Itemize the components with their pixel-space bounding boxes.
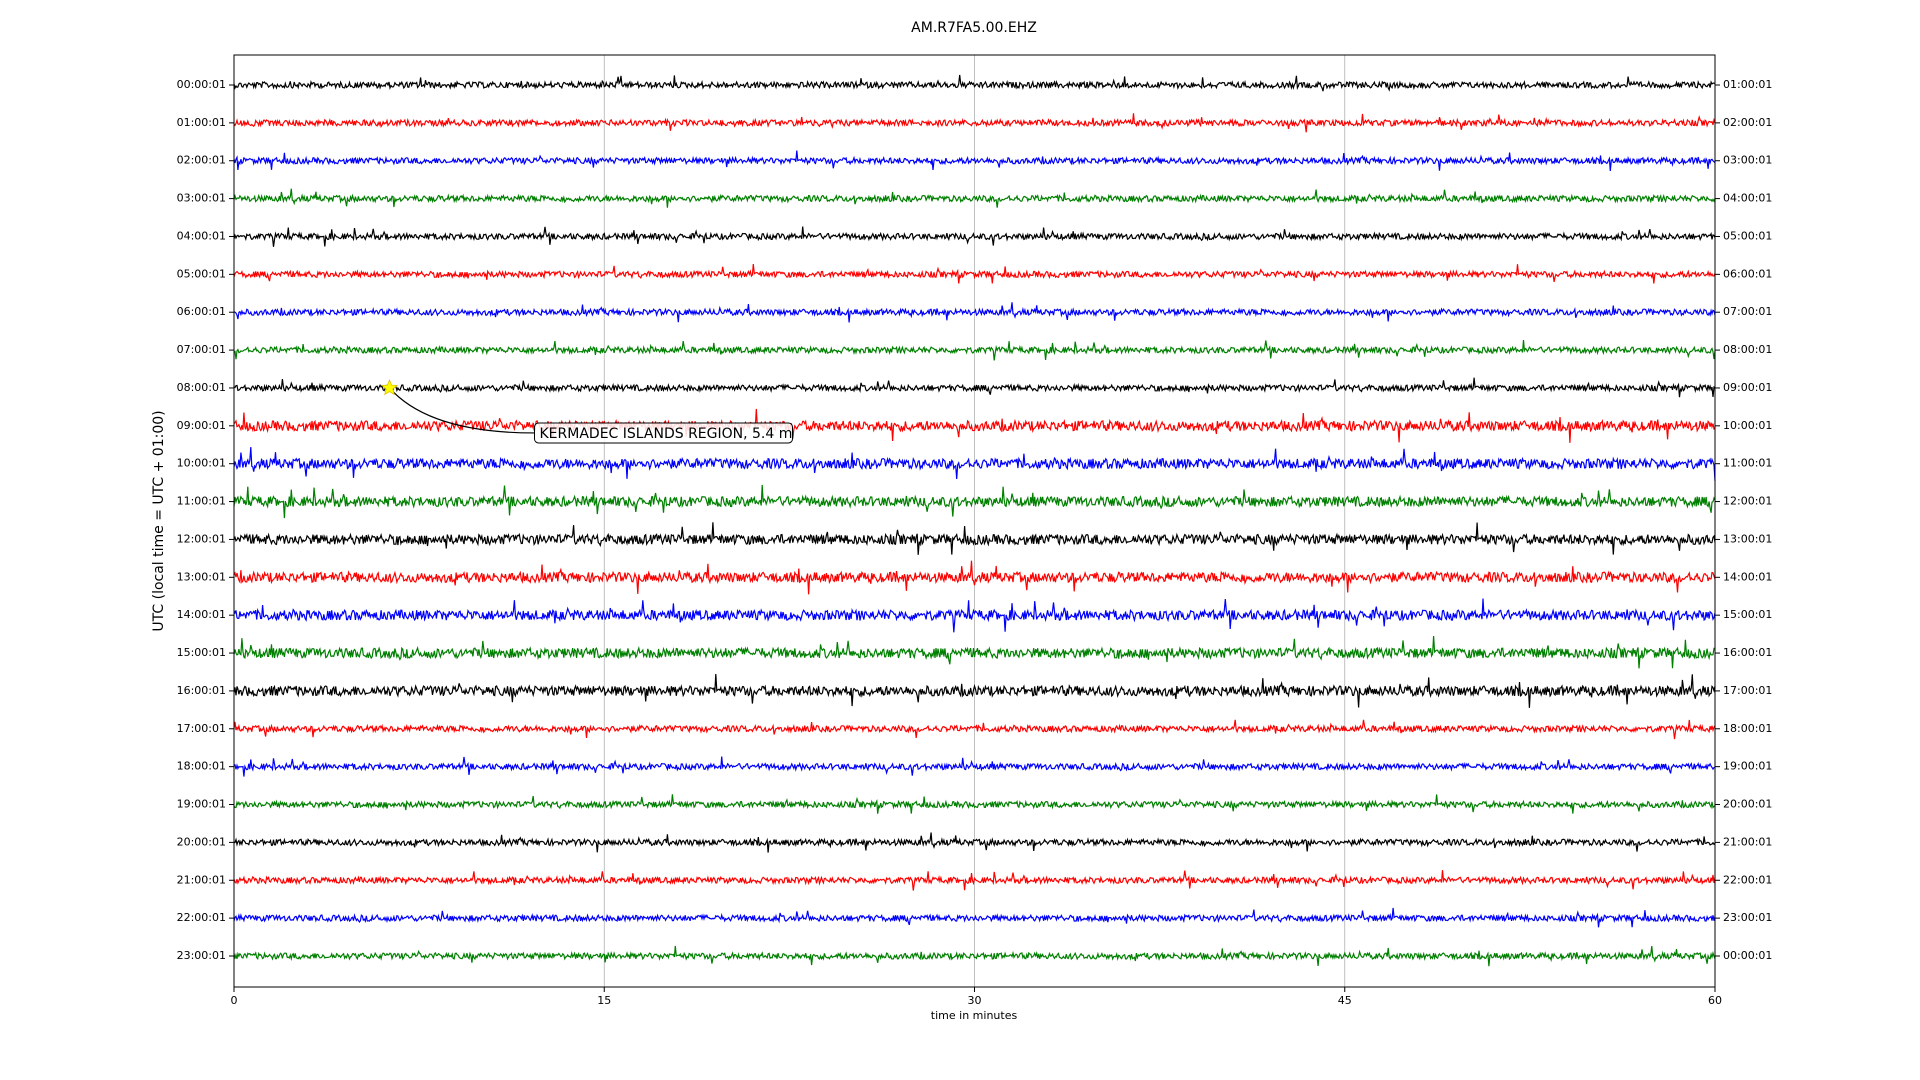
y-tick-label: 22:00:01 bbox=[177, 911, 226, 924]
annotation-arrow bbox=[389, 387, 535, 434]
y-tick-label: 08:00:01 bbox=[177, 381, 226, 394]
y2-tick-label: 17:00:01 bbox=[1723, 684, 1772, 697]
trace bbox=[233, 673, 1716, 708]
trace bbox=[233, 150, 1716, 171]
y2-tick-label: 14:00:01 bbox=[1723, 570, 1772, 583]
trace bbox=[233, 907, 1716, 928]
y2-tick-label: 08:00:01 bbox=[1723, 343, 1772, 356]
y2-tick-label: 13:00:01 bbox=[1723, 532, 1772, 545]
y2-tick-label: 10:00:01 bbox=[1723, 419, 1772, 432]
y2-tick-label: 07:00:01 bbox=[1723, 305, 1772, 318]
x-tick-label: 45 bbox=[1338, 994, 1352, 1007]
y2-tick-label: 15:00:01 bbox=[1723, 608, 1772, 621]
y2-tick-label: 00:00:01 bbox=[1723, 949, 1772, 962]
y2-tick-label: 02:00:01 bbox=[1723, 116, 1772, 129]
y2-tick-label: 19:00:01 bbox=[1723, 760, 1772, 773]
y-tick-label: 11:00:01 bbox=[177, 495, 226, 508]
y-tick-label: 10:00:01 bbox=[177, 457, 226, 470]
trace bbox=[233, 832, 1716, 853]
y-tick-label: 04:00:01 bbox=[177, 229, 226, 242]
trace bbox=[233, 302, 1716, 323]
x-tick-label: 30 bbox=[968, 994, 982, 1007]
y-tick-label: 05:00:01 bbox=[177, 267, 226, 280]
y-tick-label: 20:00:01 bbox=[177, 835, 226, 848]
event-star bbox=[380, 378, 399, 396]
y-tick-label: 16:00:01 bbox=[177, 684, 226, 697]
trace bbox=[233, 635, 1715, 669]
y-tick-label: 13:00:01 bbox=[177, 570, 226, 583]
x-tick-label: 0 bbox=[231, 994, 238, 1007]
y2-tick-label: 23:00:01 bbox=[1723, 911, 1772, 924]
y-tick-label: 23:00:01 bbox=[177, 949, 226, 962]
annotation-text: KERMADEC ISLANDS REGION, 5.4 m bbox=[540, 426, 793, 442]
trace bbox=[233, 226, 1716, 247]
y2-tick-label: 05:00:01 bbox=[1723, 229, 1772, 242]
y2-tick-label: 11:00:01 bbox=[1723, 457, 1772, 470]
y2-tick-label: 22:00:01 bbox=[1723, 873, 1772, 886]
y2-tick-label: 16:00:01 bbox=[1723, 646, 1772, 659]
y-tick-label: 19:00:01 bbox=[177, 798, 226, 811]
trace bbox=[233, 522, 1716, 555]
y-tick-label: 07:00:01 bbox=[177, 343, 226, 356]
y-tick-label: 09:00:01 bbox=[177, 419, 226, 432]
y-tick-label: 00:00:01 bbox=[177, 78, 226, 91]
y-tick-label: 06:00:01 bbox=[177, 305, 226, 318]
trace bbox=[233, 188, 1716, 208]
trace bbox=[233, 340, 1716, 361]
trace bbox=[233, 598, 1716, 633]
y-tick-label: 17:00:01 bbox=[177, 722, 226, 735]
y-tick-label: 02:00:01 bbox=[177, 154, 226, 167]
trace bbox=[233, 74, 1716, 92]
y-tick-label: 15:00:01 bbox=[177, 646, 226, 659]
trace bbox=[233, 377, 1716, 398]
y2-tick-label: 04:00:01 bbox=[1723, 192, 1772, 205]
trace bbox=[233, 484, 1716, 519]
y2-tick-label: 06:00:01 bbox=[1723, 267, 1772, 280]
x-axis-label: time in minutes bbox=[931, 1009, 1018, 1022]
y-tick-label: 12:00:01 bbox=[177, 532, 226, 545]
x-tick-label: 15 bbox=[597, 994, 611, 1007]
y2-tick-label: 12:00:01 bbox=[1723, 495, 1772, 508]
trace bbox=[233, 447, 1716, 481]
y2-tick-label: 03:00:01 bbox=[1723, 154, 1772, 167]
y-axis-label: UTC (local time = UTC + 01:00) bbox=[151, 410, 167, 631]
trace bbox=[233, 870, 1716, 891]
chart-title: AM.R7FA5.00.EHZ bbox=[911, 20, 1037, 36]
y-tick-label: 14:00:01 bbox=[177, 608, 226, 621]
y2-tick-label: 01:00:01 bbox=[1723, 78, 1772, 91]
x-tick-label: 60 bbox=[1708, 994, 1722, 1007]
trace bbox=[233, 794, 1716, 814]
trace bbox=[233, 264, 1716, 284]
y-tick-label: 21:00:01 bbox=[177, 873, 226, 886]
y2-tick-label: 18:00:01 bbox=[1723, 722, 1772, 735]
annotation-box bbox=[534, 422, 794, 444]
trace bbox=[233, 945, 1716, 967]
y-tick-label: 03:00:01 bbox=[177, 192, 226, 205]
trace bbox=[233, 113, 1716, 133]
trace bbox=[234, 756, 1716, 777]
y2-tick-label: 09:00:01 bbox=[1723, 381, 1772, 394]
y2-tick-label: 21:00:01 bbox=[1723, 835, 1772, 848]
trace bbox=[233, 719, 1716, 740]
y2-tick-label: 20:00:01 bbox=[1723, 798, 1772, 811]
y-tick-label: 01:00:01 bbox=[177, 116, 226, 129]
y-tick-label: 18:00:01 bbox=[177, 760, 226, 773]
trace bbox=[233, 560, 1716, 595]
